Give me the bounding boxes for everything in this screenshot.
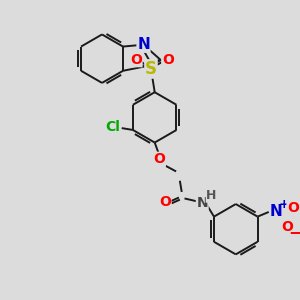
Text: S: S [145, 60, 157, 78]
Text: O: O [162, 52, 174, 67]
Text: O: O [153, 152, 165, 166]
Text: N: N [196, 196, 208, 210]
Text: O: O [159, 195, 171, 209]
Text: N: N [137, 37, 150, 52]
Text: H: H [206, 189, 217, 202]
Text: Cl: Cl [105, 120, 120, 134]
Text: O: O [130, 52, 142, 67]
Text: N: N [270, 203, 283, 218]
Text: +: + [278, 198, 289, 211]
Text: O: O [287, 201, 299, 215]
Text: −: − [288, 223, 300, 241]
Text: O: O [281, 220, 293, 234]
